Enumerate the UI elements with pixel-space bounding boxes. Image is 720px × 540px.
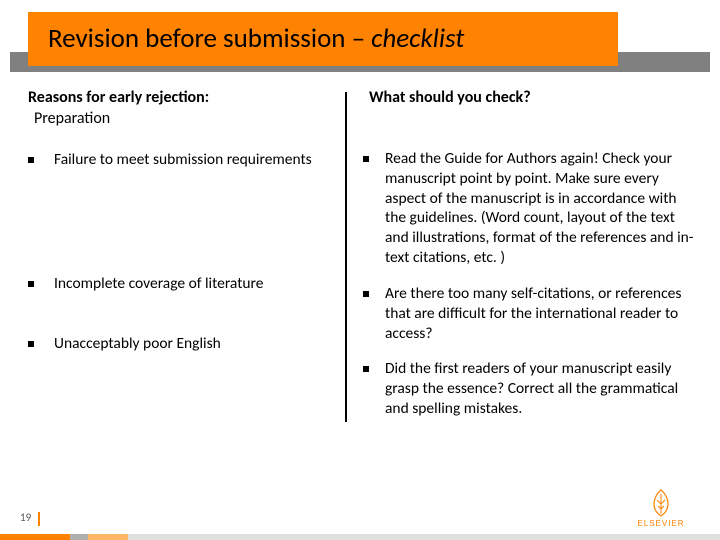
- left-heading: Reasons for early rejection:: [28, 88, 345, 107]
- tree-icon: [646, 488, 676, 518]
- left-bullet-1: Failure to meet submission requirements: [28, 150, 345, 170]
- elsevier-logo: ELSEVIER: [620, 486, 702, 528]
- right-bullet-1: Read the Guide for Authors again! Check …: [363, 149, 700, 268]
- page-number: 19: [20, 511, 31, 524]
- title-main: Revision before submission –: [48, 22, 371, 55]
- right-bullet-2: Are there too many self-citations, or re…: [363, 284, 700, 343]
- right-heading: What should you check?: [369, 88, 700, 107]
- left-item-text: Failure to meet submission requirements: [54, 150, 312, 170]
- slide-title: Revision before submission – checklist: [48, 22, 464, 55]
- left-bullet-3: Unacceptably poor English: [28, 334, 345, 354]
- left-item-text: Unacceptably poor English: [54, 334, 221, 354]
- title-italic: checklist: [371, 22, 464, 55]
- footer-seg-1: [0, 534, 70, 540]
- bullet-icon: [363, 291, 369, 297]
- bullet-icon: [28, 281, 34, 287]
- footer-seg-4: [128, 534, 720, 540]
- bullet-icon: [28, 341, 34, 347]
- footer-seg-3: [88, 534, 128, 540]
- left-subheading: Preparation: [34, 109, 345, 128]
- footer-seg-2: [70, 534, 88, 540]
- logo-text: ELSEVIER: [637, 519, 684, 528]
- bullet-icon: [28, 157, 34, 163]
- right-column: What should you check? Read the Guide fo…: [345, 88, 720, 419]
- right-bullet-3: Did the first readers of your manuscript…: [363, 359, 700, 418]
- left-item-text: Incomplete coverage of literature: [54, 274, 263, 294]
- right-item-text: Did the first readers of your manuscript…: [385, 359, 700, 418]
- right-item-text: Are there too many self-citations, or re…: [385, 284, 700, 343]
- left-column: Reasons for early rejection: Preparation…: [0, 88, 345, 419]
- right-item-text: Read the Guide for Authors again! Check …: [385, 149, 700, 268]
- footer-stripe: [0, 534, 720, 540]
- content-area: Reasons for early rejection: Preparation…: [0, 88, 720, 419]
- bullet-icon: [363, 366, 369, 372]
- page-number-bar: [38, 512, 40, 526]
- title-bar: Revision before submission – checklist: [0, 12, 720, 72]
- bullet-icon: [363, 156, 369, 162]
- left-bullet-2: Incomplete coverage of literature: [28, 274, 345, 294]
